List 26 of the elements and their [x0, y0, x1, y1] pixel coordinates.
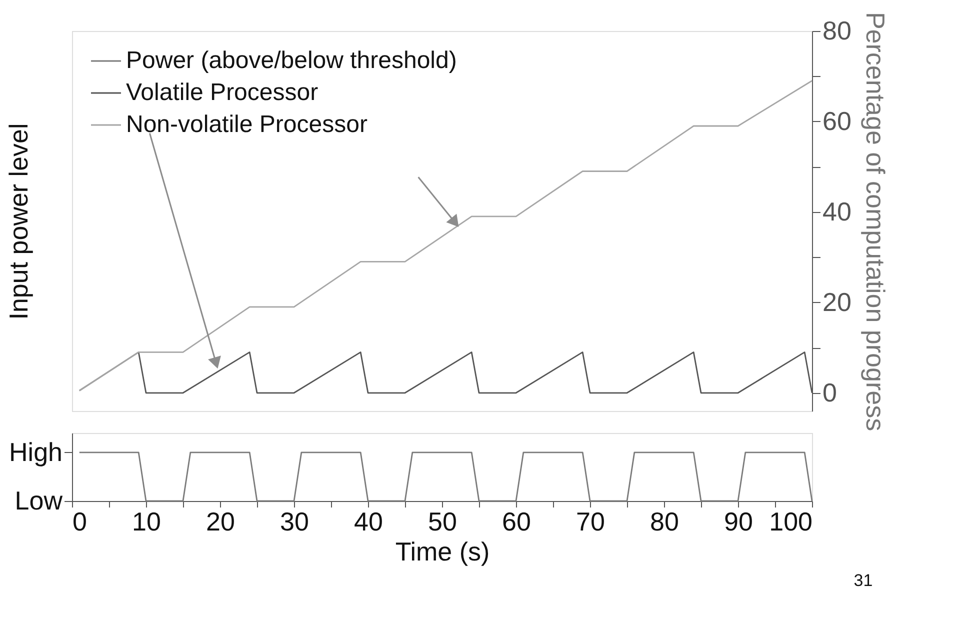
y2-axis-title: Percentage of computation progress: [860, 12, 890, 432]
x-tick-label: 10: [132, 506, 161, 536]
y2-tick-label: 20: [822, 286, 852, 317]
x-tick-label: 40: [354, 506, 383, 536]
x-tick-label: 100: [769, 506, 812, 536]
x-axis-title: Time (s): [395, 536, 490, 566]
line-series: [78, 80, 813, 392]
x-tick-label: 30: [280, 506, 309, 536]
x-tick-label: 0: [72, 506, 87, 536]
legend-label: Power (above/below threshold): [126, 47, 457, 74]
category-label: Low: [14, 486, 62, 516]
x-tick-label: 70: [576, 506, 605, 536]
y2-tick-label: 60: [822, 106, 852, 136]
y2-tick-label: 80: [822, 16, 852, 46]
y2-tick-label: 0: [822, 377, 837, 408]
x-tick-label: 90: [724, 506, 753, 536]
category-label: High: [9, 436, 62, 467]
y2-tick-label: 40: [822, 196, 852, 226]
legend-label: Non-volatile Processor: [126, 111, 368, 138]
x-tick-label: 50: [428, 506, 457, 536]
text: 31: [854, 571, 873, 590]
x-tick-label: 20: [206, 506, 235, 536]
x-tick-label: 80: [650, 506, 679, 536]
x-tick-label: 60: [502, 506, 531, 536]
y-axis-title: Input power level: [4, 123, 34, 320]
legend-label: Volatile Processor: [126, 79, 318, 106]
